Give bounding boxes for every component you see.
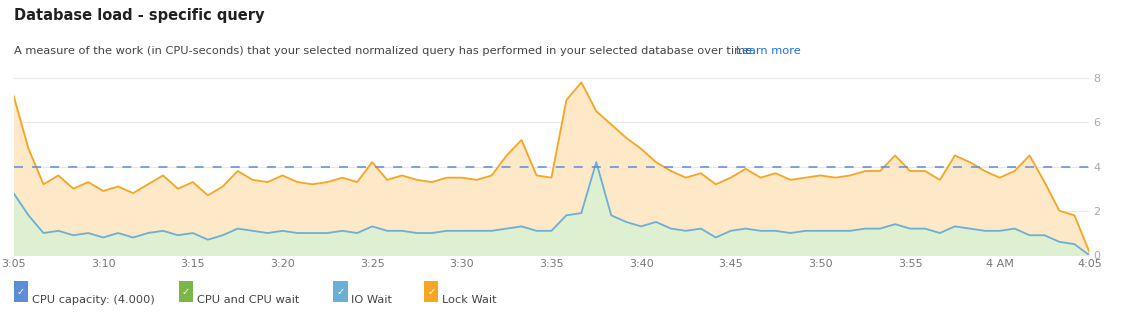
Text: ✓: ✓ (182, 287, 190, 297)
Text: ✓: ✓ (427, 287, 435, 297)
Text: IO Wait: IO Wait (351, 294, 392, 305)
Text: Database load - specific query: Database load - specific query (14, 8, 264, 23)
Text: ✓: ✓ (337, 287, 345, 297)
Text: Lock Wait: Lock Wait (442, 294, 496, 305)
Text: CPU capacity: (4.000): CPU capacity: (4.000) (32, 294, 155, 305)
Text: A measure of the work (in CPU-seconds) that your selected normalized query has p: A measure of the work (in CPU-seconds) t… (14, 46, 759, 56)
Text: ✓: ✓ (17, 287, 25, 297)
Text: Learn more: Learn more (736, 46, 800, 56)
Text: CPU and CPU wait: CPU and CPU wait (197, 294, 299, 305)
